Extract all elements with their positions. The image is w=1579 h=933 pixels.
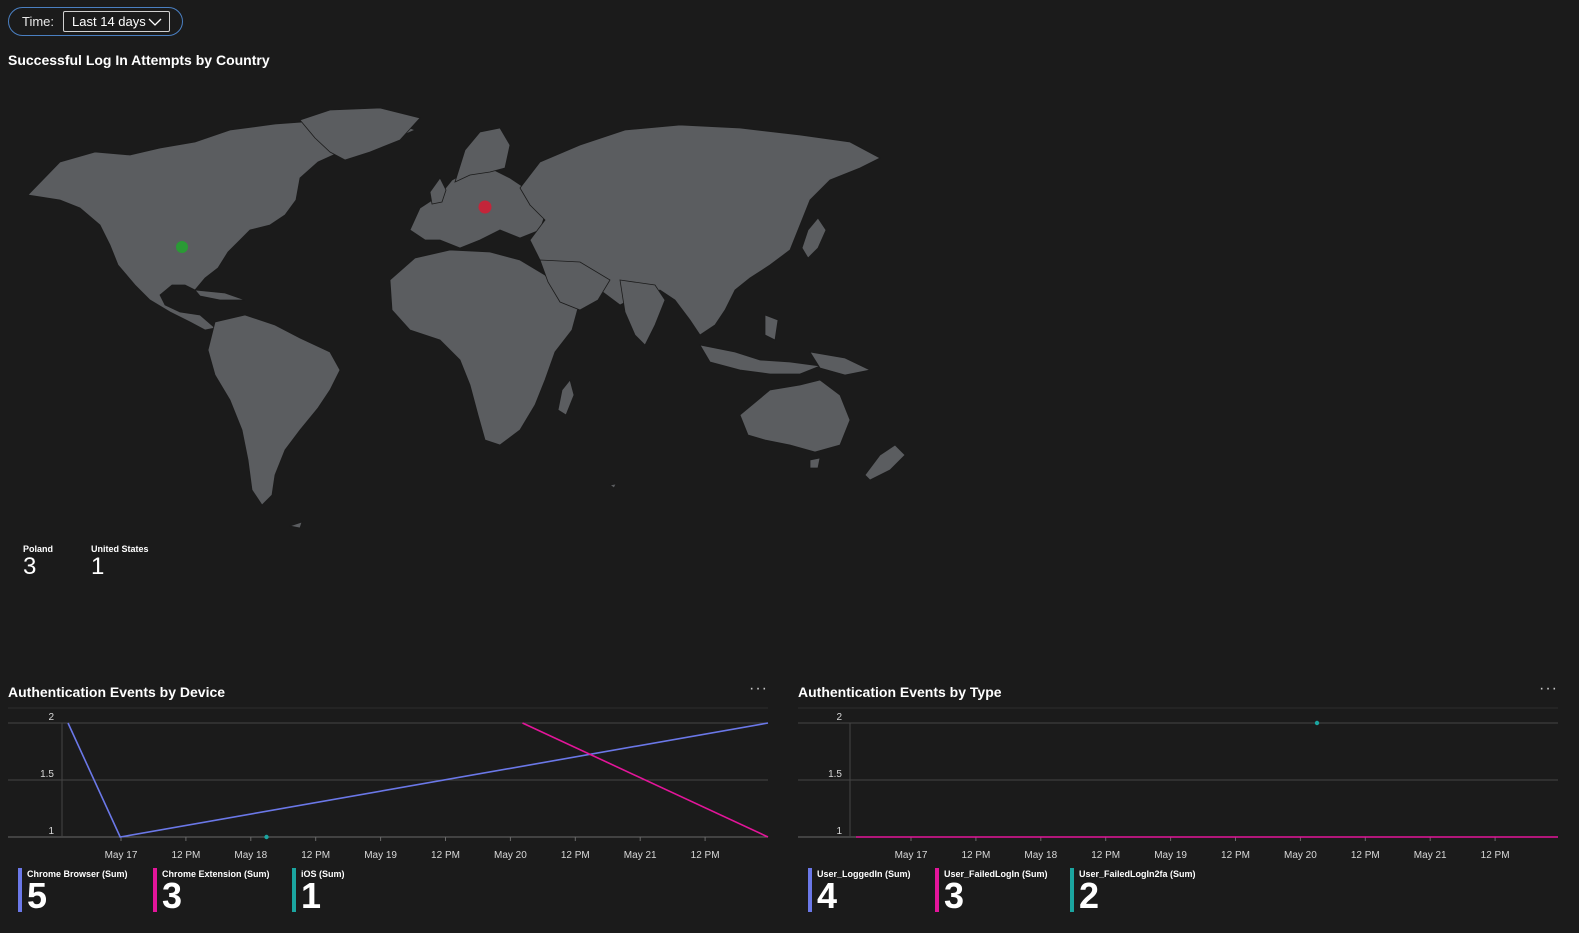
legend-swatch	[1070, 868, 1074, 912]
legend-item-chrome-extension: Chrome Extension (Sum) 3	[153, 868, 292, 916]
world-map	[0, 90, 940, 540]
x-tick-label: 12 PM	[1481, 850, 1510, 861]
country-name: United States	[91, 544, 149, 554]
type-panel-title: Authentication Events by Type	[798, 684, 1002, 700]
legend-label: User_LoggedIn (Sum)	[817, 869, 911, 879]
legend-item-user-failedlogin: User_FailedLogIn (Sum) 3	[935, 868, 1070, 916]
y-tick-label: 1.5	[828, 769, 842, 780]
country-value: 3	[23, 553, 37, 580]
y-tick-label: 2	[836, 712, 842, 723]
chevron-down-icon	[148, 18, 162, 26]
y-tick-label: 2	[48, 712, 54, 723]
world-landmass	[27, 107, 906, 529]
legend-swatch	[153, 868, 157, 912]
legend-value: 3	[162, 875, 183, 916]
legend-item-chrome-browser: Chrome Browser (Sum) 5	[18, 868, 153, 916]
y-tick-label: 1	[48, 826, 54, 837]
x-tick-label: 12 PM	[431, 850, 460, 861]
time-range-value: Last 14 days	[72, 14, 146, 29]
series-point[interactable]	[1314, 720, 1320, 726]
map-panel-title: Successful Log In Attempts by Country	[8, 52, 270, 68]
country-stat-poland: Poland 3	[23, 544, 53, 580]
device-panel-more-button[interactable]: ···	[749, 680, 768, 697]
legend-label: Chrome Browser (Sum)	[27, 869, 128, 879]
x-tick-label: May 19	[364, 850, 397, 861]
x-tick-label: May 20	[494, 850, 527, 861]
legend-label: Chrome Extension (Sum)	[162, 869, 270, 879]
x-tick-label: May 20	[1284, 850, 1317, 861]
x-tick-label: May 21	[624, 850, 657, 861]
x-tick-label: 12 PM	[691, 850, 720, 861]
x-tick-label: May 18	[234, 850, 267, 861]
device-legend: Chrome Browser (Sum) 5 Chrome Extension …	[18, 868, 392, 916]
x-tick-label: May 21	[1414, 850, 1447, 861]
legend-swatch	[292, 868, 296, 912]
legend-swatch	[935, 868, 939, 912]
type-panel-more-button[interactable]: ···	[1539, 680, 1558, 697]
x-tick-label: 12 PM	[1091, 850, 1120, 861]
legend-item-ios: iOS (Sum) 1	[292, 868, 392, 916]
time-filter: Time: Last 14 days	[8, 7, 183, 36]
map-marker-poland[interactable]	[478, 200, 492, 214]
y-tick-label: 1.5	[40, 769, 54, 780]
country-name: Poland	[23, 544, 54, 554]
map-marker-united-states[interactable]	[176, 241, 188, 253]
series-line[interactable]	[67, 722, 769, 838]
country-stat-united-states: United States 1	[91, 544, 149, 580]
x-tick-label: May 19	[1154, 850, 1187, 861]
legend-swatch	[18, 868, 22, 912]
x-tick-label: 12 PM	[171, 850, 200, 861]
x-tick-label: 12 PM	[1351, 850, 1380, 861]
legend-swatch	[808, 868, 812, 912]
x-tick-label: 12 PM	[561, 850, 590, 861]
x-tick-label: 12 PM	[301, 850, 330, 861]
legend-value: 1	[301, 875, 322, 916]
legend-value: 4	[817, 875, 838, 916]
y-tick-label: 1	[836, 826, 842, 837]
x-tick-label: 12 PM	[1221, 850, 1250, 861]
series-point[interactable]	[264, 834, 269, 840]
x-tick-label: May 18	[1024, 850, 1057, 861]
legend-value: 3	[944, 875, 965, 916]
legend-label: User_FailedLogIn (Sum)	[944, 869, 1048, 879]
legend-item-user-loggedin: User_LoggedIn (Sum) 4	[808, 868, 935, 916]
x-tick-label: May 17	[895, 850, 928, 861]
legend-label: User_FailedLogIn2fa (Sum)	[1079, 869, 1196, 879]
x-tick-label: May 17	[105, 850, 138, 861]
country-value: 1	[91, 553, 105, 580]
type-legend: User_LoggedIn (Sum) 4 User_FailedLogIn (…	[808, 868, 1210, 916]
series-line[interactable]	[522, 722, 769, 838]
x-tick-label: 12 PM	[961, 850, 990, 861]
legend-value: 2	[1079, 875, 1100, 916]
type-chart: 1 1.5 2 May 17 12 PM May 18 12 PM May 19 12 PM Ma…	[790, 705, 1560, 865]
legend-value: 5	[27, 875, 48, 916]
legend-label: iOS (Sum)	[301, 869, 345, 879]
device-panel-title: Authentication Events by Device	[8, 684, 226, 700]
time-range-dropdown[interactable]: Last 14 days	[63, 11, 171, 32]
time-filter-label: Time:	[22, 14, 55, 29]
legend-item-user-failedlogin2fa: User_FailedLogIn2fa (Sum) 2	[1070, 868, 1210, 916]
device-chart: 1 1.5 2 May 17 12 PM May 18 12 PM May 19 12 PM Ma…	[0, 705, 770, 865]
